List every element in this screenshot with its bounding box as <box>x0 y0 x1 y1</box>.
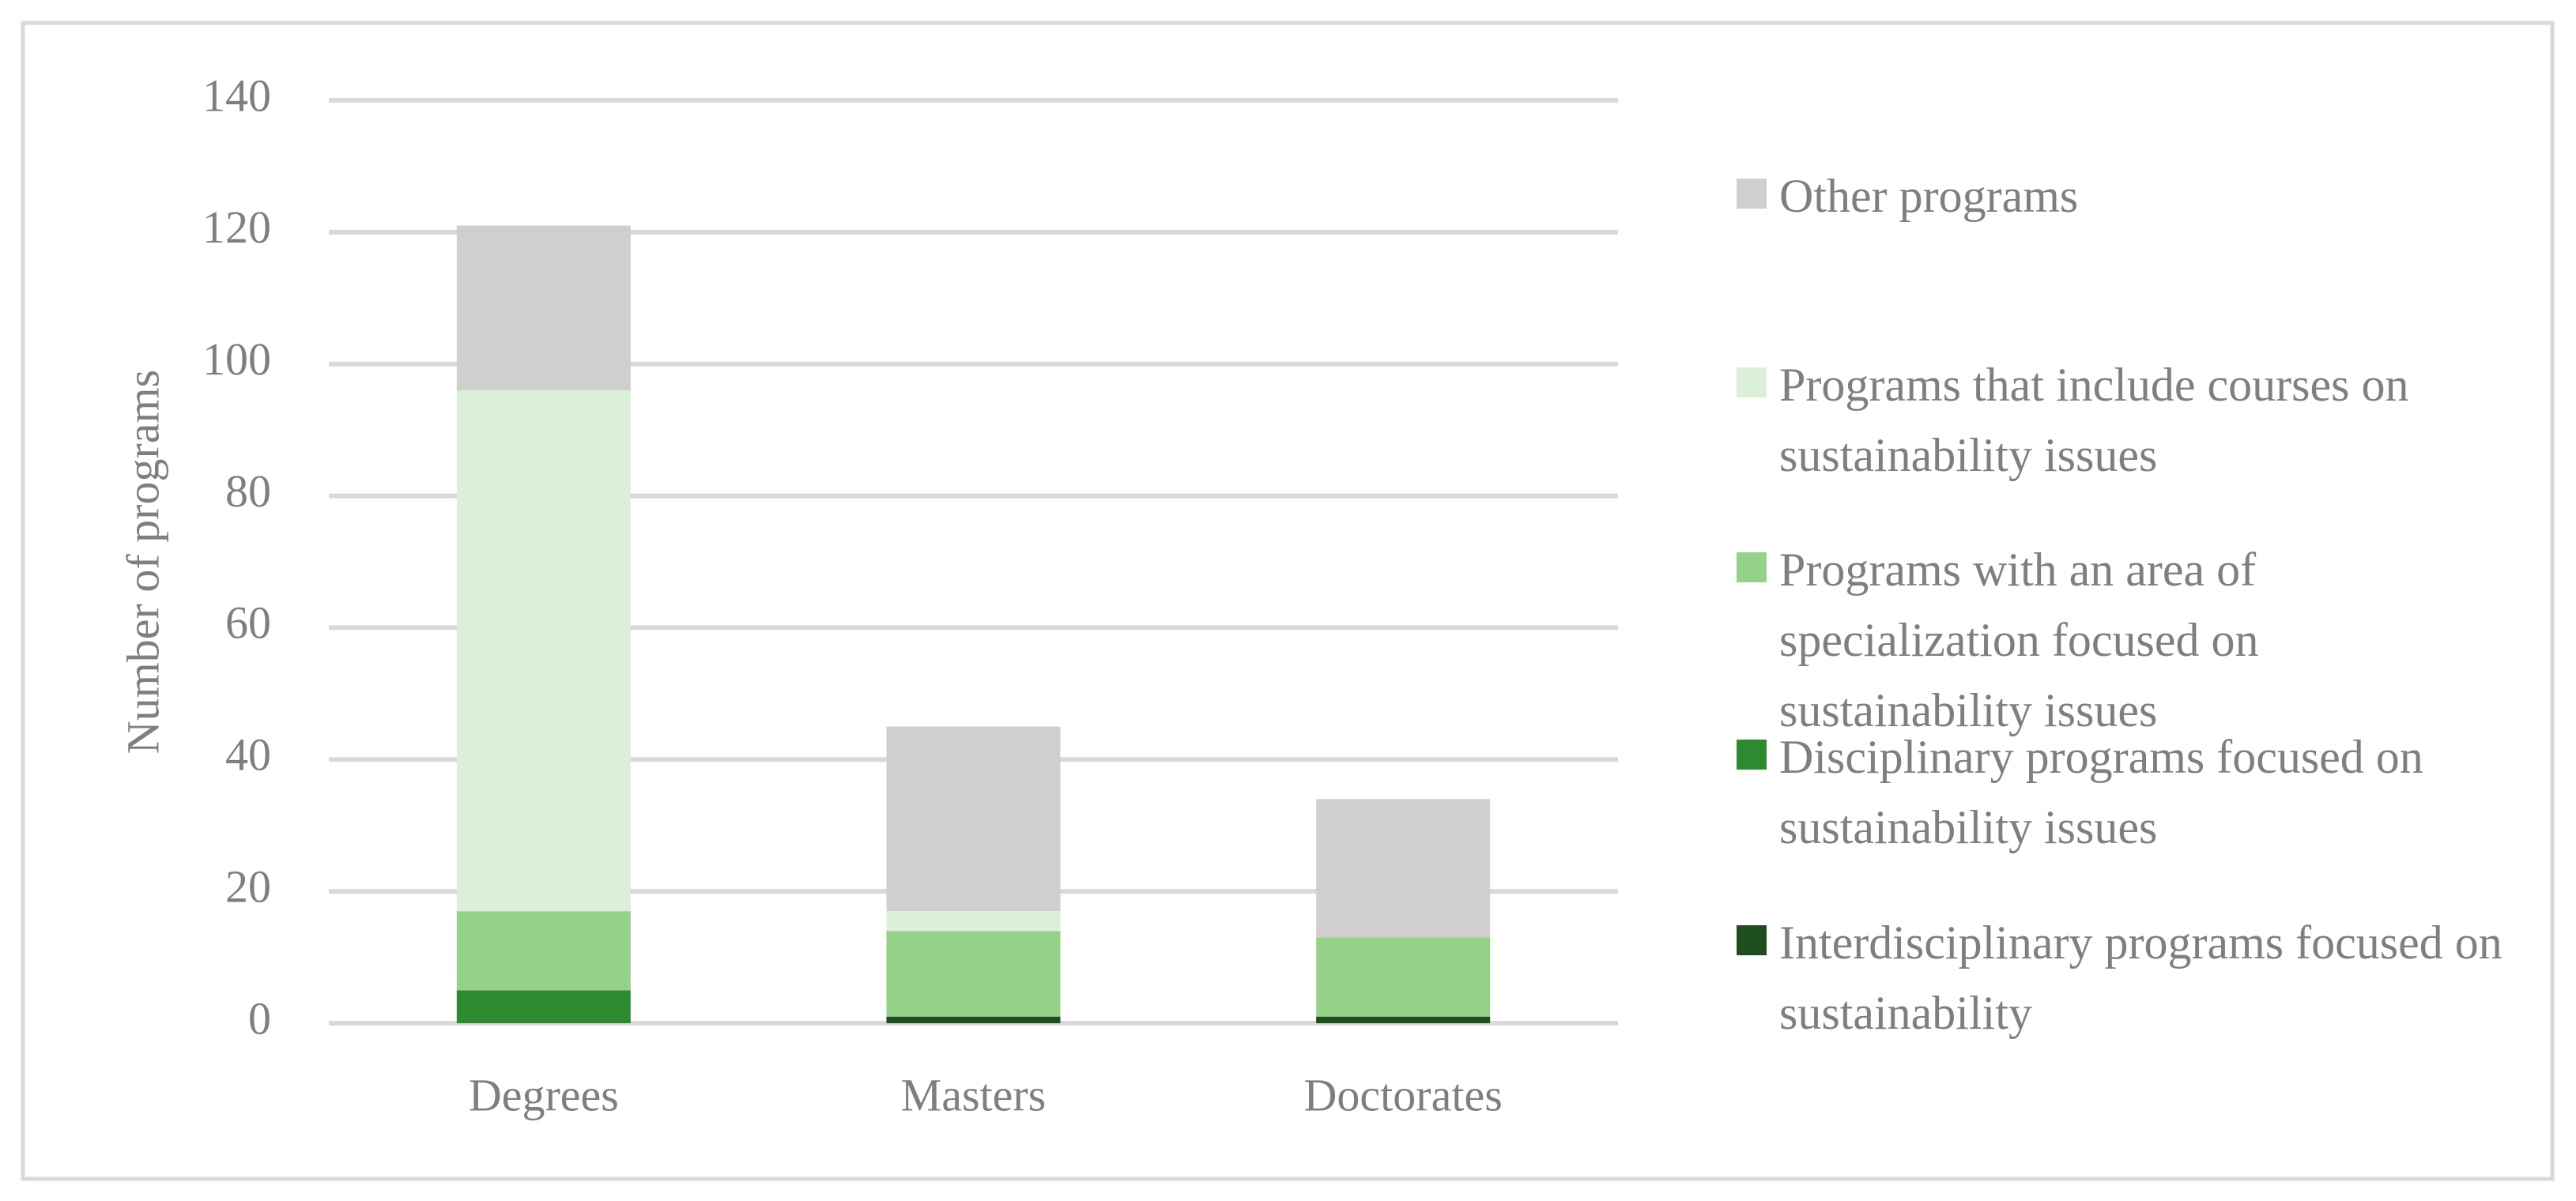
bar-segment <box>456 390 631 912</box>
bar-segment <box>456 911 631 991</box>
y-tick-label: 140 <box>202 70 271 121</box>
chart-border <box>21 21 2555 1181</box>
legend-label: Interdisciplinary programs focused on su… <box>1779 917 2502 1039</box>
bar-segment <box>886 1016 1061 1023</box>
legend-label: Disciplinary programs focused on sustain… <box>1779 731 2423 853</box>
bar-segment <box>886 931 1061 1017</box>
bar-segment <box>456 225 631 391</box>
bar-segment <box>1316 937 1491 1017</box>
legend-item: Interdisciplinary programs focused on su… <box>1737 913 2527 1049</box>
y-tick-label: 20 <box>225 860 271 912</box>
legend-item: Programs that include courses on sustain… <box>1737 355 2527 491</box>
legend-item: Disciplinary programs focused on sustain… <box>1737 727 2527 863</box>
legend-label: Programs that include courses on sustain… <box>1779 359 2409 481</box>
legend-swatch <box>1737 740 1767 770</box>
bar-segment <box>886 726 1061 912</box>
legend-item: Other programs <box>1737 166 2527 232</box>
legend-label: Other programs <box>1779 170 2079 222</box>
bar-segment <box>1316 1016 1491 1023</box>
y-tick-label: 80 <box>225 465 271 517</box>
legend-swatch <box>1737 367 1767 397</box>
y-tick-label: 0 <box>248 992 271 1044</box>
legend-swatch <box>1737 179 1767 209</box>
bar-segment <box>1316 799 1491 938</box>
y-tick-label: 120 <box>202 201 271 253</box>
bar-segment <box>886 911 1061 932</box>
legend-label: Programs with an area of specialization … <box>1779 544 2259 736</box>
legend-swatch <box>1737 552 1767 582</box>
bar-segment <box>456 990 631 1023</box>
x-tick-label: Doctorates <box>1304 1069 1503 1120</box>
legend-item: Programs with an area of specialization … <box>1737 540 2527 746</box>
y-tick-label: 40 <box>225 729 271 781</box>
y-tick-label: 100 <box>202 333 271 385</box>
x-tick-label: Masters <box>901 1069 1047 1120</box>
x-tick-label: Degrees <box>469 1069 619 1120</box>
legend-swatch <box>1737 925 1767 955</box>
y-tick-label: 60 <box>225 597 271 649</box>
y-axis-title: Number of programs <box>117 370 168 754</box>
